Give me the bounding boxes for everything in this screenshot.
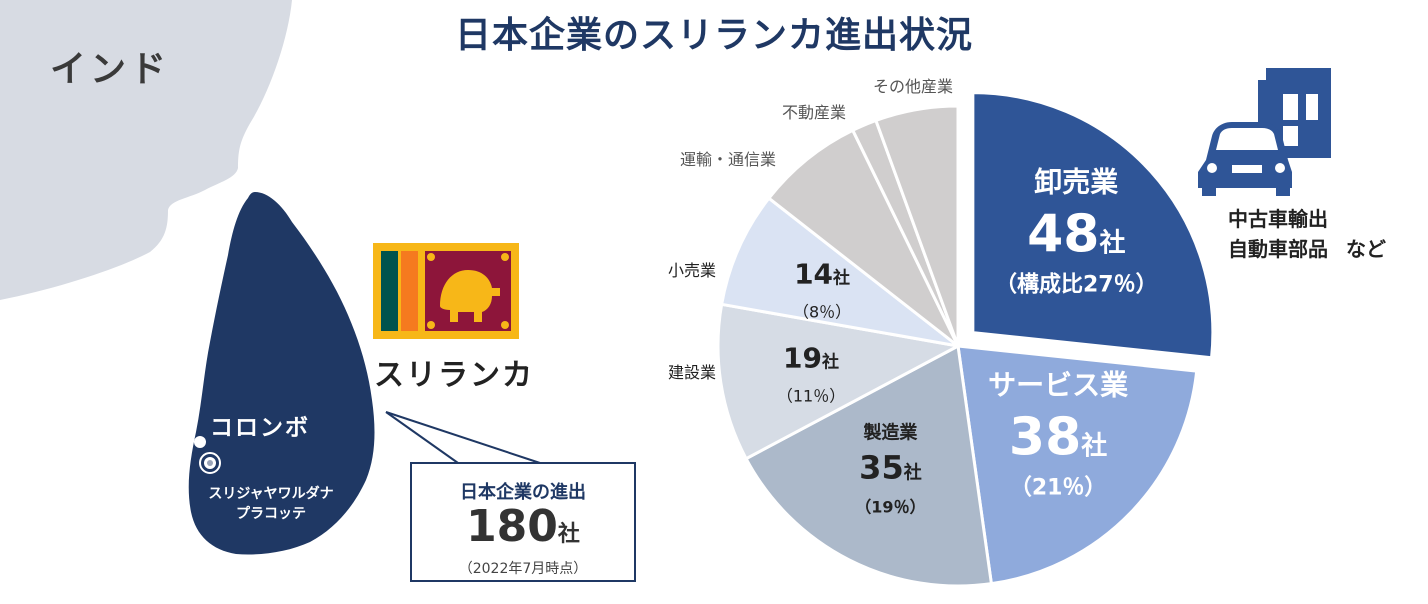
sri-lanka-label: スリランカ	[374, 358, 534, 393]
capital-label: スリジャヤワルダナ プラコッテ	[196, 484, 346, 524]
capital-label-line2: プラコッテ	[236, 506, 306, 522]
slice-label-4: 小売業	[668, 261, 716, 280]
callout-unit: 社	[557, 522, 580, 547]
india-landmass	[0, 0, 292, 300]
slice-percent-2: （19％）	[855, 498, 925, 517]
pie-slice-2	[744, 343, 994, 588]
pie-slice-7	[873, 104, 960, 347]
slice-label-2: 製造業	[862, 422, 918, 444]
callout-pointer	[385, 411, 541, 464]
slice-label-0: 卸売業	[1034, 165, 1118, 198]
page-title: 日本企業のスリランカ進出状況	[454, 15, 973, 56]
note-suffix: など	[1346, 237, 1386, 261]
slice-label-3: 建設業	[668, 363, 716, 382]
note-line2-row: 自動車部品 など	[1228, 234, 1386, 264]
pie-chart: 卸売業48社（構成比27％）サービス業38社（21％）製造業35社（19％）19…	[668, 77, 1215, 588]
sri-lanka-island	[188, 192, 375, 555]
slice-percent-0: （構成比27％）	[995, 271, 1158, 297]
india-label: インド	[50, 49, 171, 90]
sri-lanka-flag-icon	[373, 243, 519, 339]
capital-marker-icon	[199, 452, 221, 474]
pie-slice-1	[956, 344, 1199, 586]
note-line1: 中古車輸出	[1228, 207, 1328, 231]
slice-label-6: 不動産業	[782, 103, 846, 122]
companies-callout: 日本企業の進出 180社 （2022年7月時点）	[410, 462, 636, 582]
slice-percent-1: （21％）	[1010, 476, 1107, 501]
slice-percent-3: （11％）	[777, 386, 845, 405]
callout-date: （2022年7月時点）	[458, 561, 588, 577]
colombo-label: コロンボ	[210, 415, 310, 441]
wholesale-note: 中古車輸出 自動車部品 など	[1228, 204, 1386, 264]
slice-label-5: 運輸・通信業	[680, 150, 776, 169]
colombo-marker-icon	[194, 436, 206, 448]
callout-number: 180	[466, 501, 558, 552]
pie-slice-0	[971, 91, 1215, 360]
pie-slice-3	[716, 302, 963, 461]
pie-slice-4	[719, 196, 959, 348]
car-icon	[1198, 122, 1292, 196]
slice-percent-4: （8％）	[793, 302, 851, 321]
callout-count: 180社	[412, 504, 634, 558]
pie-slice-5	[766, 128, 960, 348]
slice-label-1: サービス業	[988, 369, 1128, 402]
note-line2: 自動車部品	[1228, 237, 1328, 261]
slice-label-7: その他産業	[873, 77, 953, 96]
callout-label: 日本企業の進出	[460, 482, 586, 503]
capital-label-line1: スリジャヤワルダナ	[208, 486, 334, 502]
